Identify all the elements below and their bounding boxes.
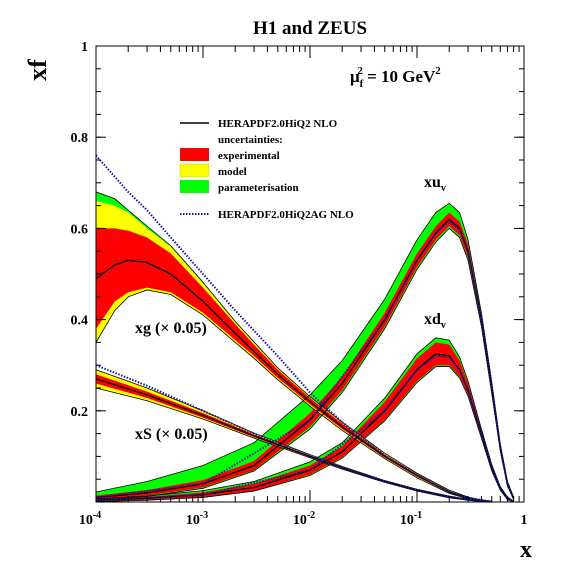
- legend: HERAPDF2.0HiQ2 NLO uncertainties: experi…: [179, 118, 354, 221]
- xdv-band-edge-low: [95, 366, 514, 503]
- bands-layer: [96, 191, 514, 503]
- xs_alt-curve: [95, 364, 492, 503]
- legend-experimental-label: experimental: [218, 150, 280, 162]
- xg_alt-curve: [95, 154, 492, 503]
- annotation-xs: xS (× 0.05): [135, 426, 208, 443]
- legend-model-label: model: [218, 166, 247, 178]
- xg-central-line: [95, 259, 492, 503]
- legend-uncertainties-label: uncertainties:: [218, 134, 283, 146]
- xg-model-band: [96, 201, 492, 503]
- y-tick-label: 0.4: [71, 314, 89, 329]
- xdv-band-edge-high: [95, 337, 514, 502]
- lines-layer: [95, 154, 515, 503]
- legend-parameterisation-label: parameterisation: [218, 182, 299, 194]
- legend-parameterisation-swatch: [180, 180, 209, 193]
- x-tick-label: 10-3: [186, 510, 208, 528]
- xuv-central-line: [95, 218, 515, 499]
- x-tick-label: 1: [521, 513, 528, 528]
- xuv_alt-curve: [95, 220, 515, 499]
- ticks-layer: 0.2 0.4 0.6 0.8 1 10-4 10-3 10-2 10-1 1: [71, 40, 528, 528]
- xdv-experimental-band: [96, 342, 514, 502]
- x-tick-label: 10-1: [400, 510, 422, 528]
- xg-band-edge-high: [95, 191, 492, 502]
- x-tick-label: 10-2: [293, 510, 315, 528]
- x-axis-label: x: [520, 537, 532, 563]
- annotation-xuv: xuv: [424, 174, 446, 194]
- legend-alt-label: HERAPDF2.0HiQ2AG NLO: [218, 209, 354, 221]
- xg-band-edge-low: [95, 289, 492, 503]
- legend-central-label: HERAPDF2.0HiQ2 NLO: [218, 118, 338, 130]
- y-axis-label: xf: [23, 59, 52, 81]
- annotation-xg: xg (× 0.05): [135, 320, 207, 337]
- legend-model-swatch: [179, 163, 210, 178]
- y-tick-label: 1: [81, 40, 88, 55]
- xg-experimental-band: [96, 228, 492, 502]
- scale-label: μf2 = 10 GeV2: [350, 65, 441, 90]
- y-tick-label: 0.6: [71, 222, 89, 237]
- annotation-xdv: xdv: [424, 311, 446, 331]
- legend-experimental-swatch: [180, 148, 209, 161]
- x-tick-label: 10-4: [79, 510, 101, 528]
- y-tick-label: 0.8: [71, 131, 89, 146]
- y-tick-label: 0.2: [71, 405, 89, 420]
- xuv-band-edge-high: [95, 202, 515, 498]
- chart-title: H1 and ZEUS: [253, 18, 367, 39]
